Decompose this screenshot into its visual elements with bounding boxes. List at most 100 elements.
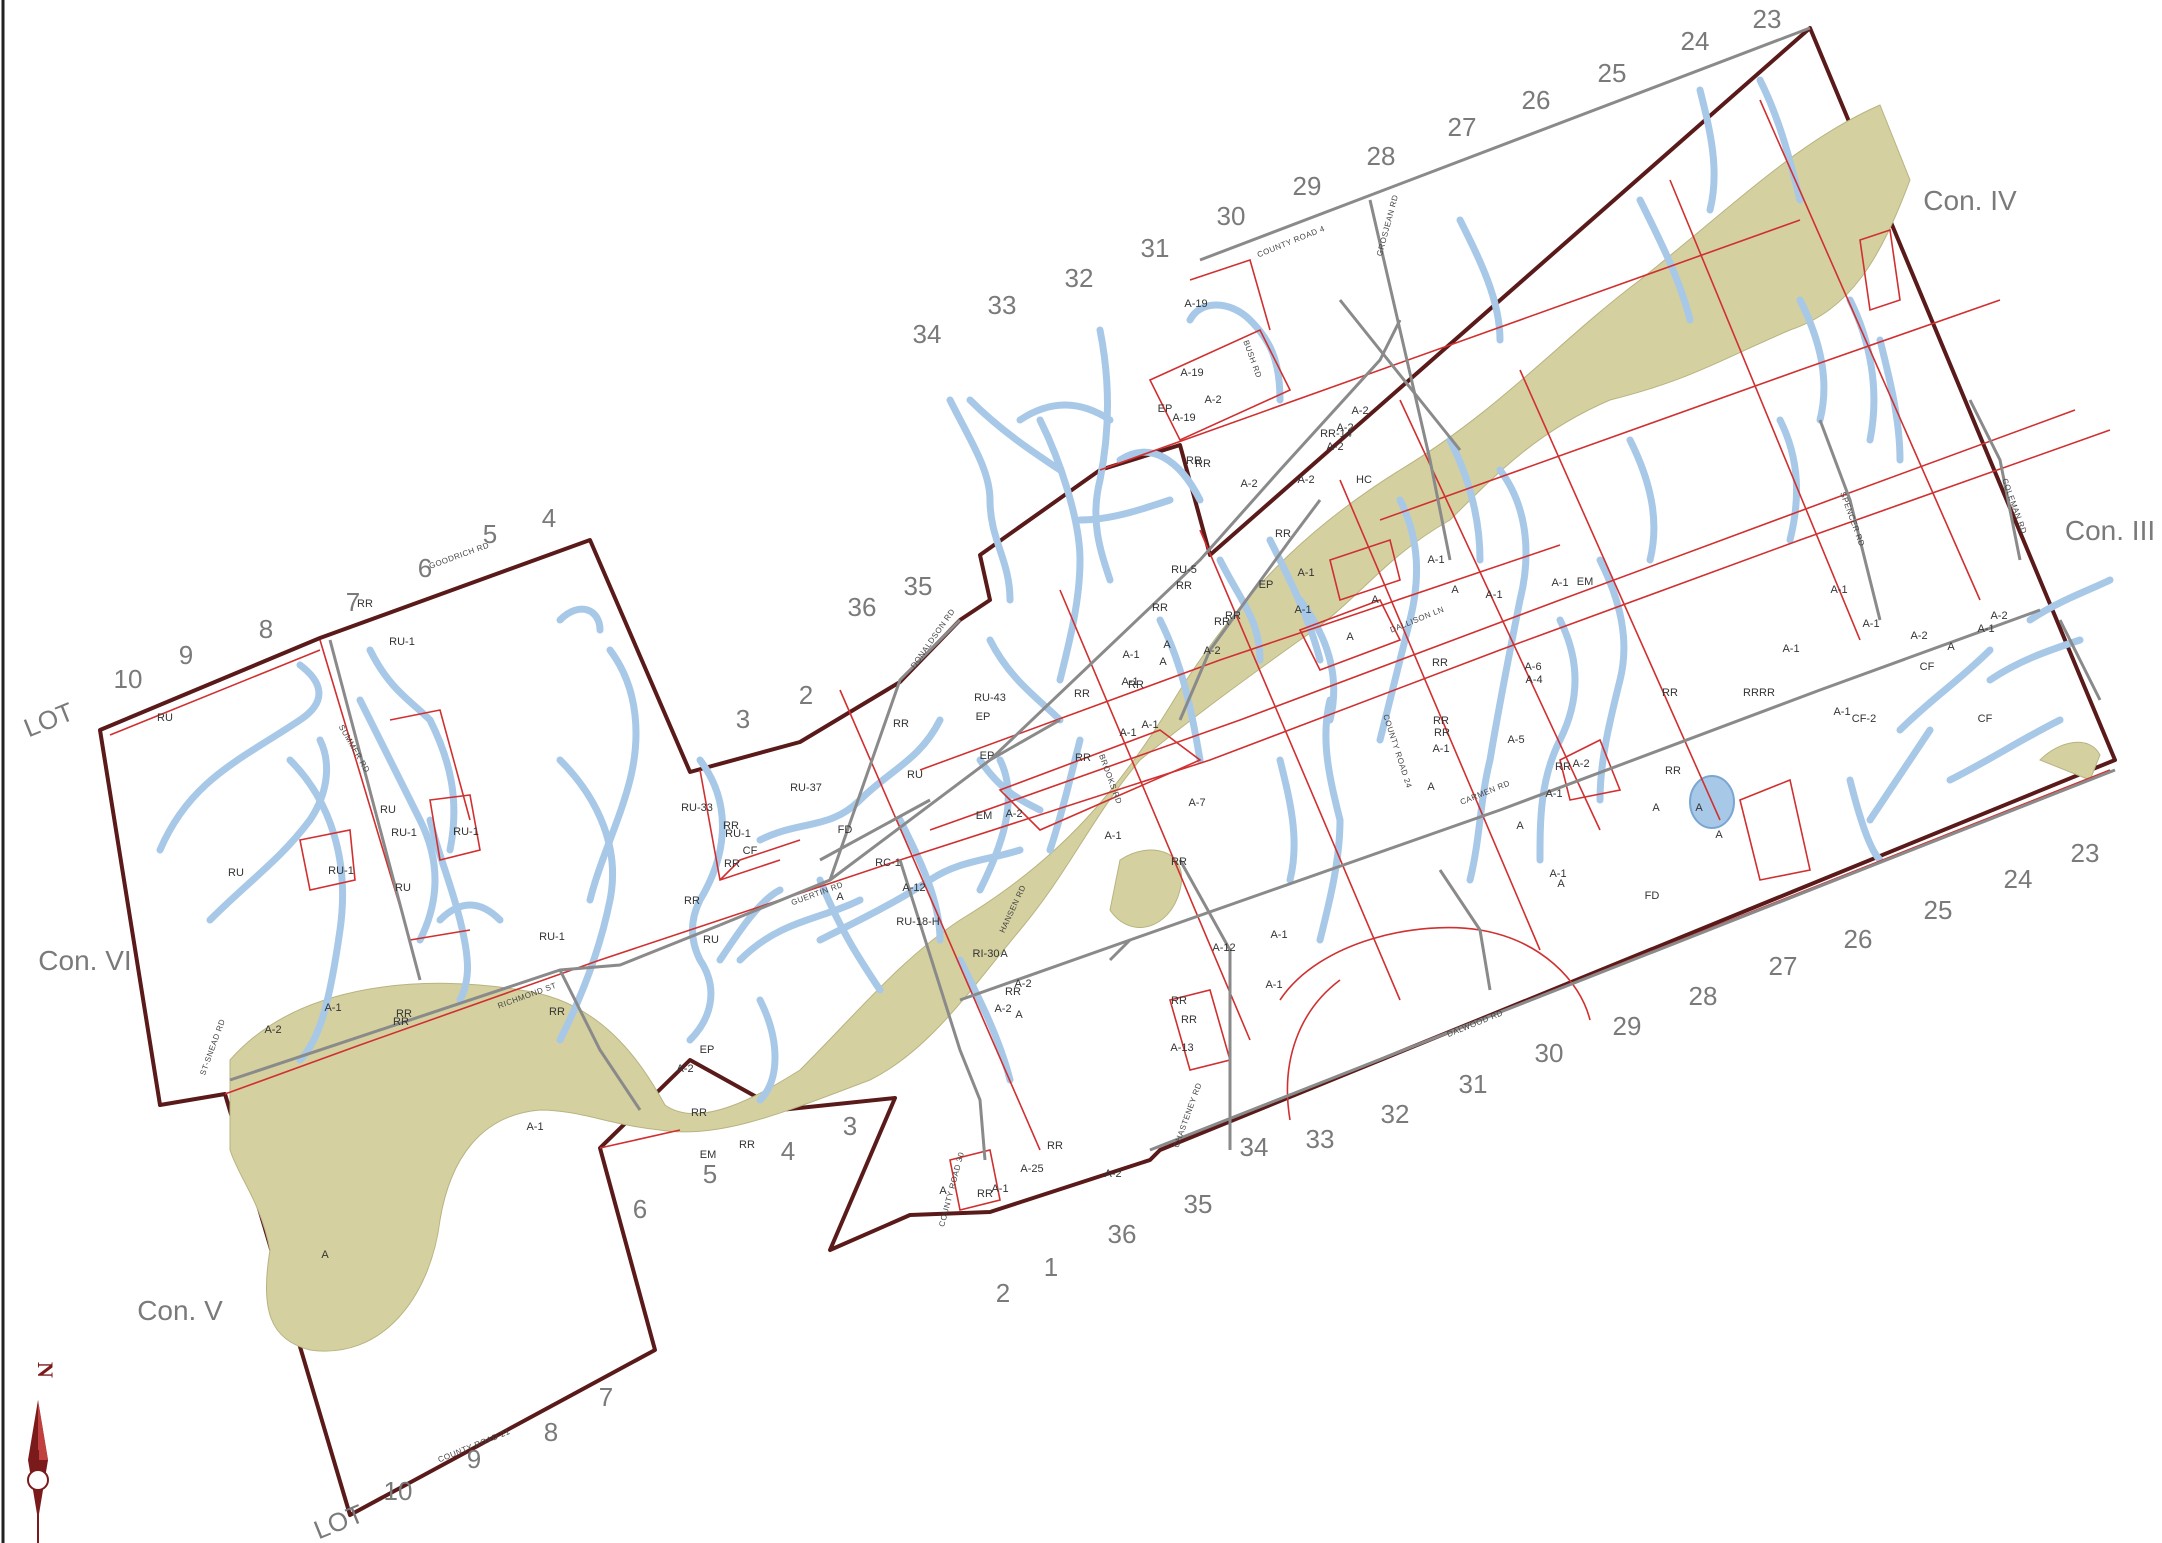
zone-label-49: RU — [907, 769, 923, 781]
lot-number-bottom-7: 3 — [843, 1111, 857, 1141]
lot-word-top: LOT — [20, 696, 78, 743]
zone-label-13: A-1 — [526, 1121, 543, 1133]
zone-label-9: A-1 — [324, 1002, 341, 1014]
concession-label-con-v: Con. V — [137, 1295, 223, 1326]
zone-label-34: RU-18-H — [896, 916, 939, 928]
zone-label-102: A-5 — [1507, 734, 1524, 746]
zone-label-67: A-7 — [1188, 797, 1205, 809]
zone-label-35: A — [1000, 948, 1008, 960]
lot-number-top-14: 31 — [1141, 233, 1170, 263]
lot-number-top-19: 26 — [1522, 85, 1551, 115]
zone-label-74: A-1 — [1265, 979, 1282, 991]
lot-number-bottom-9: 1 — [1044, 1252, 1058, 1282]
zone-label-7: RU — [228, 867, 244, 879]
lot-number-bottom-16: 30 — [1535, 1038, 1564, 1068]
lot-word-bottom: LOT — [310, 1498, 368, 1543]
zone-label-59: A — [1163, 639, 1171, 651]
zone-label-131: A-1 — [1977, 623, 1994, 635]
zone-label-56: RR — [1074, 688, 1090, 700]
zone-label-30: RR — [739, 1139, 755, 1151]
lot-number-top-4: 6 — [418, 553, 432, 583]
zone-label-48: RR — [893, 718, 909, 730]
zone-label-23: RR — [684, 895, 700, 907]
zone-label-22: CF — [743, 845, 758, 857]
zone-label-128: A-1 — [1862, 618, 1879, 630]
zone-label-103: RR — [1555, 761, 1571, 773]
roads — [229, 26, 2116, 1161]
zone-label-53: A-2 — [1005, 808, 1022, 820]
zone-label-79: EP — [1158, 403, 1173, 415]
lot-number-top-18: 27 — [1448, 112, 1477, 142]
zone-label-15: RU-1 — [539, 931, 565, 943]
road-label-9: COUNTY ROAD 4 — [1256, 224, 1326, 259]
lot-number-top-8: 2 — [799, 680, 813, 710]
zone-label-84: RR — [1225, 610, 1241, 622]
lot-number-bottom-3: 7 — [599, 1382, 613, 1412]
zone-label-31: A — [836, 891, 844, 903]
lot-number-top-12: 33 — [988, 290, 1017, 320]
zone-label-12: RR — [396, 1008, 412, 1020]
zone-label-130: A — [1947, 641, 1955, 653]
lot-number-top-13: 32 — [1065, 263, 1094, 293]
zone-label-43: A-2 — [1104, 1168, 1121, 1180]
north-arrow-icon: N — [27, 1362, 58, 1543]
zone-label-18: RU-33 — [681, 802, 713, 814]
lot-number-top-5: 5 — [483, 519, 497, 549]
lot-number-top-20: 25 — [1598, 58, 1627, 88]
zone-label-54: RR — [1075, 752, 1091, 764]
lot-number-top-7: 3 — [736, 704, 750, 734]
lot-number-top-0: 10 — [114, 664, 143, 694]
zone-label-26: RU — [703, 934, 719, 946]
zone-label-19: RR — [723, 820, 739, 832]
zone-label-27: A-2 — [676, 1063, 693, 1075]
lot-number-top-10: 35 — [904, 571, 933, 601]
zone-label-47: EP — [976, 711, 991, 723]
zone-label-127: CF — [1978, 713, 1993, 725]
zone-label-42: A-25 — [1020, 1163, 1043, 1175]
zone-label-71: A-13 — [1170, 1042, 1193, 1054]
lot-number-top-17: 28 — [1367, 141, 1396, 171]
zone-label-8: RU — [395, 882, 411, 894]
zone-label-72: RR — [1181, 1014, 1197, 1026]
streams — [156, 76, 2114, 1104]
zone-label-45: A-1 — [991, 1183, 1008, 1195]
lot-number-bottom-21: 25 — [1924, 895, 1953, 925]
zone-label-60: A-1 — [1119, 727, 1136, 739]
concession-label-con-vi: Con. VI — [38, 945, 131, 976]
lot-number-bottom-2: 8 — [544, 1417, 558, 1447]
zone-label-70: A-1 — [1270, 929, 1287, 941]
zone-label-2: RU-1 — [389, 636, 415, 648]
lot-number-bottom-22: 24 — [2004, 864, 2033, 894]
zone-label-135: A — [1715, 829, 1723, 841]
zone-label-50: RU-43 — [974, 692, 1006, 704]
concession-label-con-iv: Con. IV — [1923, 185, 2017, 216]
lot-number-bottom-6: 4 — [781, 1136, 795, 1166]
lot-number-bottom-4: 6 — [633, 1194, 647, 1224]
zone-label-119: A — [1652, 802, 1660, 814]
lot-number-bottom-18: 28 — [1689, 981, 1718, 1011]
zone-label-125: CF-2 — [1852, 713, 1876, 725]
lot-number-bottom-11: 35 — [1184, 1189, 1213, 1219]
zone-label-120: RR — [1662, 687, 1678, 699]
road-label-8: BUSH RD — [1241, 339, 1263, 379]
zone-label-87: A-1 — [1294, 604, 1311, 616]
zone-label-57: A-1 — [1122, 649, 1139, 661]
north-label: N — [33, 1362, 58, 1378]
lot-number-top-3: 7 — [346, 587, 360, 617]
lot-number-top-11: 34 — [913, 319, 942, 349]
zone-label-38: RR — [1005, 986, 1021, 998]
road-label-0: GOODRICH RD — [428, 541, 491, 571]
lot-number-top-22: 23 — [1753, 4, 1782, 34]
zone-label-86: EP — [1259, 579, 1274, 591]
concession-label-con-iii: Con. III — [2065, 515, 2155, 546]
lot-number-top-1: 9 — [179, 640, 193, 670]
zone-label-62: RR — [1176, 580, 1192, 592]
zone-label-134: RR — [1665, 765, 1681, 777]
zone-label-39: A-2 — [1014, 978, 1031, 990]
zone-label-25: FD — [838, 824, 853, 836]
zone-label-5: RU-1 — [453, 826, 479, 838]
zone-label-88: RR — [1275, 528, 1291, 540]
zone-label-98: A-1 — [1427, 554, 1444, 566]
lot-number-top-21: 24 — [1681, 26, 1710, 56]
zone-label-78: A-19 — [1172, 412, 1195, 424]
